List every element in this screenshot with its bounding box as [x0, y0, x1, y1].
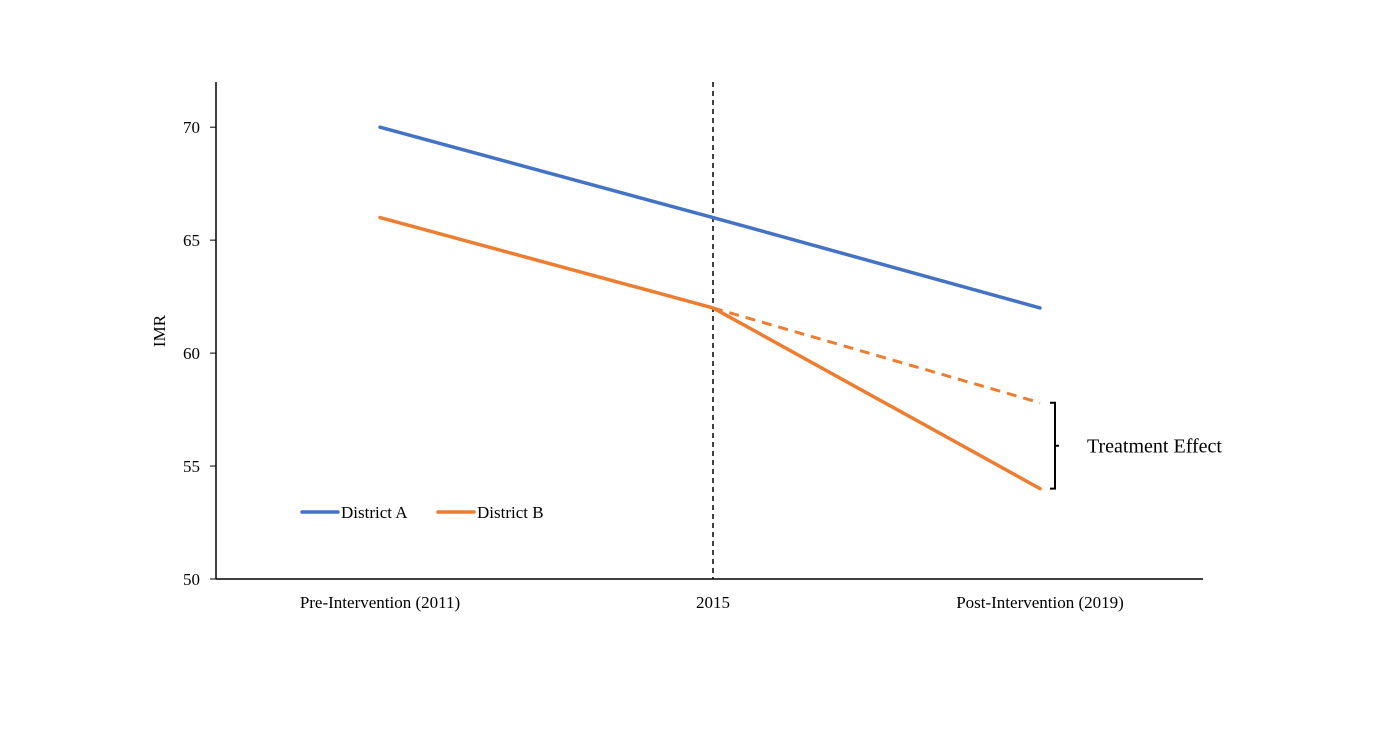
- treatment-effect-label: Treatment Effect: [1087, 436, 1222, 458]
- legend-label: District A: [341, 503, 408, 522]
- y-tick-label: 60: [183, 344, 200, 363]
- legend-group: District A District B: [300, 503, 544, 522]
- treatment-effect-bracket: [1050, 401, 1059, 490]
- axes-group: [215, 82, 1203, 580]
- x-category-label: 2015: [696, 593, 730, 612]
- x-category-label: Post-Intervention (2019): [956, 593, 1124, 612]
- series-line-district-b: [378, 215, 1042, 491]
- y-tick-label: 50: [183, 570, 200, 589]
- y-tick-label: 55: [183, 457, 200, 476]
- y-ticks-group: 50 55 60 65 70: [183, 118, 216, 589]
- x-categories-group: Pre-Intervention (2011) 2015 Post-Interven…: [300, 593, 1124, 612]
- y-axis-title: IMR: [150, 314, 169, 347]
- counterfactual-line: [712, 306, 1041, 405]
- x-category-label: Pre-Intervention (2011): [300, 593, 460, 612]
- series-line-district-a: [378, 125, 1042, 310]
- series-group: [378, 125, 1042, 491]
- legend-label: District B: [477, 503, 544, 522]
- y-tick-label: 65: [183, 231, 200, 250]
- annotation-group: Treatment Effect: [1050, 401, 1222, 490]
- y-tick-label: 70: [183, 118, 200, 137]
